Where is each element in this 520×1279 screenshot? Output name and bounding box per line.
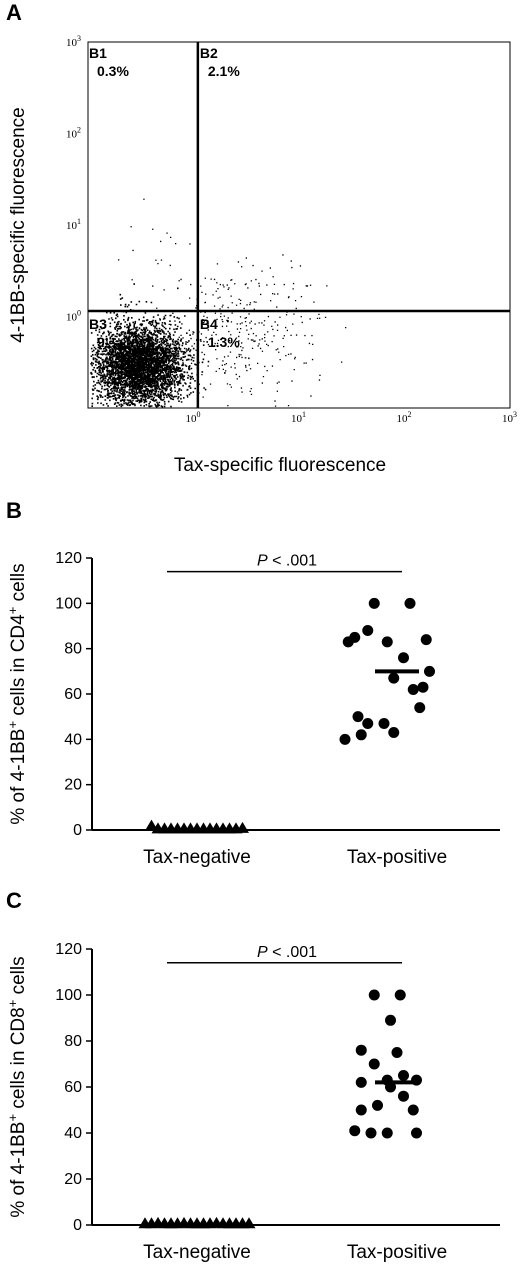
panel-b-y-tick-label: 100	[55, 595, 82, 612]
panel-b-p-value: P < .001	[257, 553, 317, 570]
panel-b-circle-point	[381, 636, 393, 648]
panel-b-y-tick-label: 40	[64, 731, 82, 748]
panel-a-letter: A	[6, 0, 22, 25]
panel-c-circle-point	[365, 1127, 377, 1139]
panel-a-quadrant-name: B1	[89, 45, 107, 61]
panel-c-p-value: P < .001	[257, 944, 317, 961]
panel-c-y-tick-label: 60	[64, 1079, 82, 1096]
panel-c-circle-point	[372, 1099, 383, 1111]
panel-c-category-label: Tax-negative	[143, 1242, 251, 1263]
panel-a-quadrant-percent: 0.3%	[97, 63, 129, 79]
panel-c-y-tick-label: 80	[64, 1033, 82, 1050]
panel-a-plot-frame	[87, 41, 511, 409]
panel-c-circle-point	[398, 1090, 409, 1102]
panel-a-event-dots	[90, 198, 347, 408]
panel-c-circle-point	[407, 1104, 419, 1116]
panel-c-category-label: Tax-positive	[347, 1242, 447, 1263]
panel-c-circle-point	[355, 1076, 367, 1088]
panel-a-y-tick-label: 101	[66, 217, 81, 232]
panel-c-y-tick-label: 0	[73, 1217, 82, 1234]
panel-b-y-tick-label: 0	[73, 822, 82, 839]
panel-a-quadrant-percent: 2.1%	[208, 63, 240, 79]
panel-c-y-tick-label: 40	[64, 1125, 82, 1142]
panel-a-events	[90, 198, 347, 408]
panel-c-circle-point	[355, 1044, 367, 1056]
panel-c-circle-point	[398, 1070, 409, 1081]
panel-b-circle-point	[417, 681, 429, 693]
panel-b-circle-point	[355, 729, 367, 741]
panel-b-triangle-point	[236, 821, 249, 833]
panel-c-circle-point	[391, 1047, 403, 1058]
panel-c-y-tick-label: 20	[64, 1171, 82, 1188]
panel-b-circle-point	[368, 597, 380, 609]
panel-a-quadrant-name: B3	[89, 316, 107, 332]
panel-b-y-tick-label: 80	[64, 641, 82, 658]
panel-c-circle-point	[349, 1125, 361, 1137]
panel-a-y-tick-label: 102	[66, 126, 81, 141]
panel-b-category-label: Tax-negative	[143, 847, 251, 868]
panel-b-y-tick-label: 120	[55, 550, 82, 567]
panel-b-circle-point	[398, 652, 409, 664]
panel-a-quadrant-percent: 9	[97, 334, 105, 350]
panel-c-triangle-point	[242, 1217, 256, 1229]
panel-b-circle-point	[404, 597, 416, 609]
panel-b-y-axis-title: % of 4-1BB+ cells in CD4+ cells	[5, 563, 29, 824]
panel-c-circle-point	[411, 1127, 422, 1139]
panel-c-letter: C	[6, 888, 22, 913]
panel-a-flow-cytometry-plot: A 100 101 102 103 100 101 102 103 B1 0.3% B2 2.1% B…	[6, 0, 517, 476]
panel-a-x-tick-label: 103	[502, 410, 517, 425]
panel-c-circle-point	[355, 1104, 367, 1116]
panel-a-x-tick-label: 100	[186, 410, 201, 425]
panel-a-y-tick-label: 100	[66, 309, 81, 324]
panel-c-circle-point	[368, 989, 380, 1001]
panel-b-circle-point	[407, 683, 419, 695]
panel-b-letter: B	[6, 498, 22, 523]
panel-a-y-tick-label: 103	[66, 34, 81, 49]
panel-b-circle-point	[424, 665, 435, 677]
panel-c-circle-point	[385, 1014, 396, 1026]
panel-c-cd8-dot-plot: C 0 20 40 60 80 100 120 % of 4-1BB+ cells in CD…	[5, 888, 500, 1263]
panel-b-y-tick-label: 60	[64, 686, 82, 703]
panel-c-circle-point	[368, 1058, 380, 1070]
panel-b-circle-point	[352, 711, 364, 723]
panel-a-x-axis-title: Tax-specific fluorescence	[174, 455, 386, 476]
panel-b-circle-point	[339, 733, 351, 745]
panel-c-y-axis-title: % of 4-1BB+ cells in CD8+ cells	[5, 956, 29, 1217]
panel-a-quadrant-name: B4	[200, 316, 218, 332]
panel-a-y-axis-title: 4-1BB-specific fluorescence	[8, 107, 29, 343]
panel-c-circle-point	[394, 989, 406, 1001]
panel-a-quadrant-percent: 1.3%	[208, 334, 240, 350]
panel-a-x-tick-label: 102	[397, 410, 412, 425]
panel-b-circle-point	[388, 727, 400, 739]
panel-b-circle-point	[362, 717, 374, 729]
panel-c-y-tick-label: 120	[55, 941, 82, 958]
panel-b-circle-point	[414, 702, 426, 714]
panel-b-cd4-dot-plot: B 0 20 40 60 80 100 120 % of 4-1BB+ cells in CD…	[5, 498, 500, 868]
panel-b-category-label: Tax-positive	[347, 847, 447, 868]
panel-b-circle-point	[378, 717, 390, 729]
panel-a-x-tick-label: 101	[291, 410, 306, 425]
panel-b-circle-point	[349, 631, 361, 643]
panel-b-circle-point	[362, 625, 374, 637]
panel-b-circle-point	[420, 634, 432, 646]
panel-c-y-tick-label: 100	[55, 987, 82, 1004]
panel-b-circle-point	[388, 672, 400, 684]
panel-c-circle-point	[381, 1127, 393, 1139]
panel-a-quadrant-name: B2	[200, 45, 218, 61]
panel-b-y-tick-label: 20	[64, 777, 82, 794]
